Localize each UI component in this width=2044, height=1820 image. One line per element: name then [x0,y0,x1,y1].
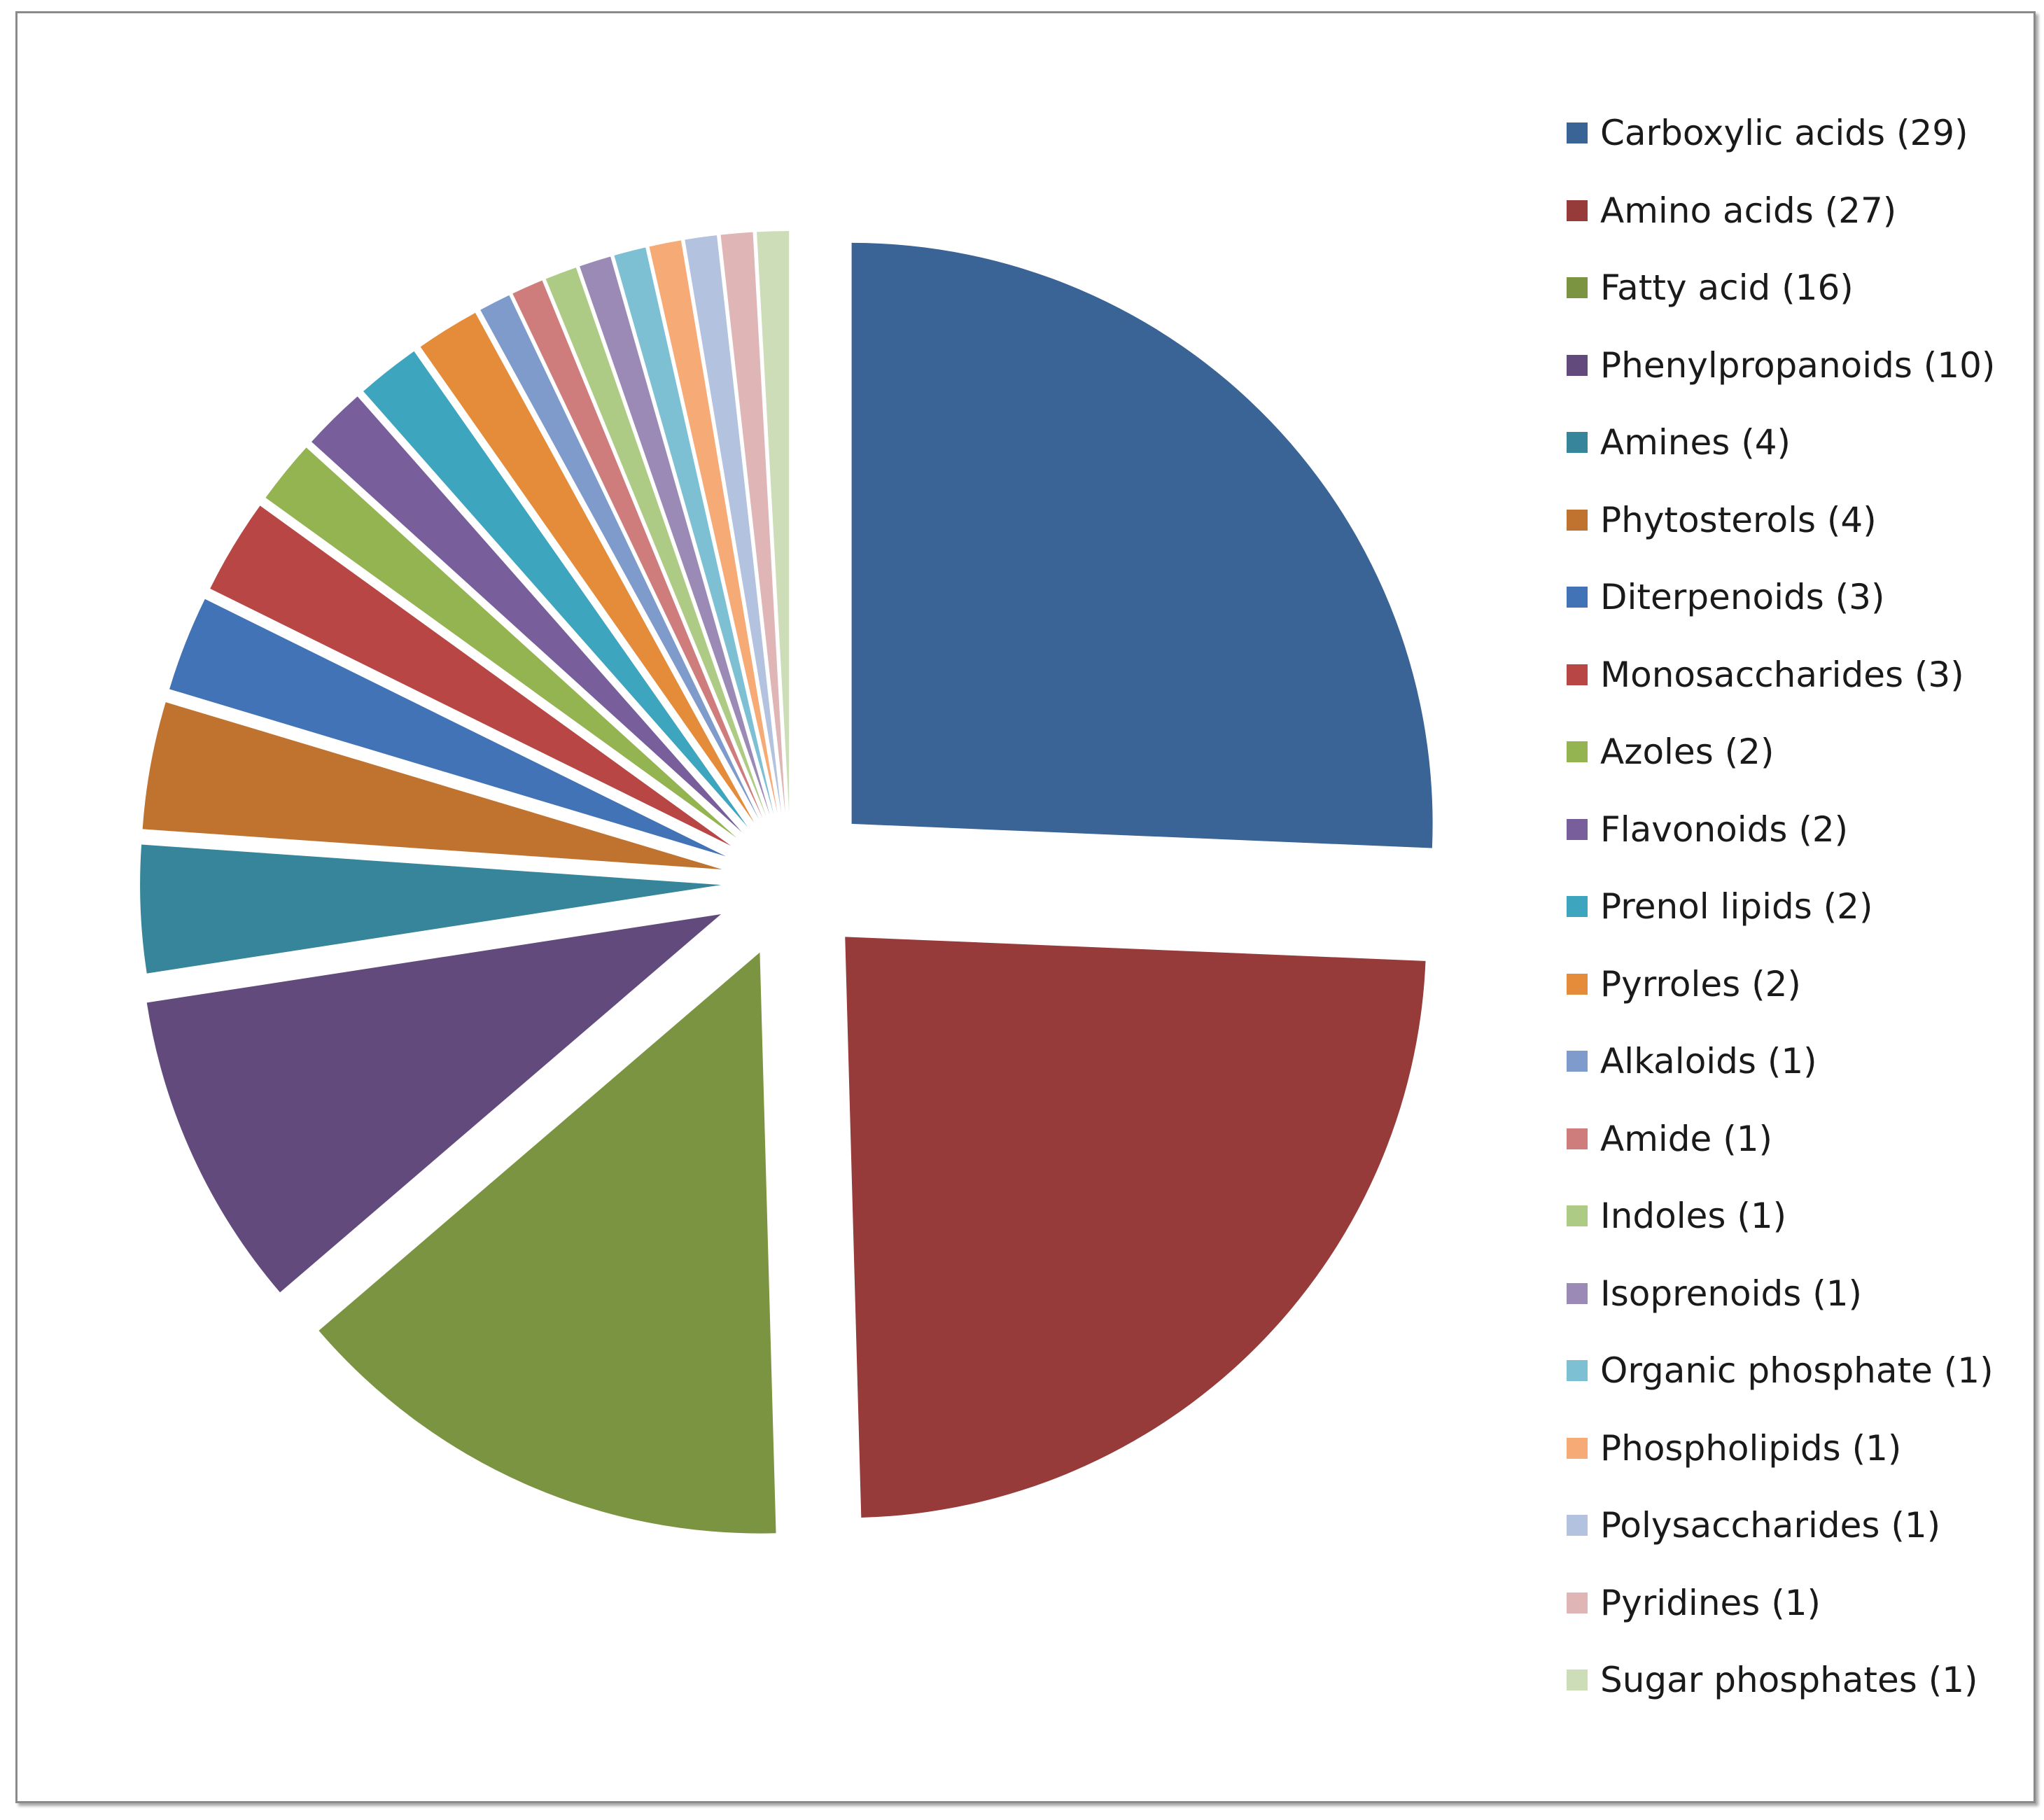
legend-label: Amide (1) [1600,1118,1773,1159]
legend-label: Indoles (1) [1600,1196,1787,1236]
legend-swatch [1567,432,1588,453]
pie-slice-alkaloids [480,295,760,820]
legend-label: Prenol lipids (2) [1600,886,1873,927]
legend-swatch [1567,1592,1588,1614]
legend-swatch [1567,1282,1588,1304]
legend-label: Phospholipids (1) [1600,1427,1902,1469]
legend-swatch [1567,200,1588,221]
pie-slice-polysaccharides [685,235,782,813]
legend-item-prenol-lipids: Prenol lipids (2) [1567,886,1872,927]
legend-label: Carboxylic acids (29) [1600,113,1968,153]
legend-label: Phenylpropanoids (10) [1600,344,1996,386]
legend-label: Sugar phosphates (1) [1600,1660,1978,1700]
pie-slice-pyridines [720,232,785,813]
legend-swatch [1567,587,1588,608]
pie-slice-pyrroles [420,312,755,823]
legend-item-organic-phosphate: Organic phosphate (1) [1567,1350,1994,1392]
legend-label: Alkaloids (1) [1600,1041,1817,1082]
legend-label: Organic phosphate (1) [1600,1350,1994,1391]
legend-swatch [1567,664,1588,685]
pie-slice-phytosterols [142,702,722,870]
legend-swatch [1567,741,1588,762]
legend-label: Amines (4) [1600,422,1791,463]
legend-label: Polysaccharides (1) [1600,1505,1941,1546]
legend-label: Amino acids (27) [1600,190,1897,231]
legend-swatch [1567,122,1588,144]
pie-slice-carboxylic-acids [851,242,1433,848]
pie-slice-phospholipids [649,240,778,813]
legend-item-amino-acids: Amino acids (27) [1567,190,1896,232]
pie-slice-fatty-acid [318,952,776,1534]
pie-slice-flavonoids [312,396,742,832]
legend-item-pyrroles: Pyrroles (2) [1567,963,1801,1005]
legend-item-alkaloids: Alkaloids (1) [1567,1040,1817,1082]
legend-swatch [1567,354,1588,376]
legend-label: Flavonoids (2) [1600,808,1849,850]
legend-label: Monosaccharides (3) [1600,654,1964,695]
pie-slice-isoprenoids [580,256,770,816]
legend-item-fatty-acid: Fatty acid (16) [1567,267,1854,309]
legend-swatch [1567,1515,1588,1536]
legend-swatch [1567,509,1588,531]
pie-slice-monosaccharides [210,505,732,846]
legend-item-indoles: Indoles (1) [1567,1195,1786,1237]
legend-swatch [1567,818,1588,840]
pie-slice-azoles [265,447,737,839]
pie-slice-amino-acids [845,937,1426,1518]
pie-slice-sugar-phosphates [757,231,790,813]
legend-label: Pyrroles (2) [1600,963,1801,1004]
legend-item-phenylpropanoids: Phenylpropanoids (10) [1567,344,1995,386]
legend-item-isoprenoids: Isoprenoids (1) [1567,1273,1862,1315]
pie-slice-indoles [545,267,766,817]
legend-item-flavonoids: Flavonoids (2) [1567,808,1848,850]
legend-swatch [1567,896,1588,917]
legend-swatch [1567,1360,1588,1381]
legend-item-phospholipids: Phospholipids (1) [1567,1427,1901,1469]
legend-item-polysaccharides: Polysaccharides (1) [1567,1504,1940,1546]
legend-swatch [1567,1128,1588,1149]
pie-slice-organic-phosphate [614,247,774,815]
legend-item-phytosterols: Phytosterols (4) [1567,499,1877,541]
legend-item-pyridines: Pyridines (1) [1567,1582,1821,1624]
legend-label: Isoprenoids (1) [1600,1273,1863,1314]
legend-item-amide: Amide (1) [1567,1118,1772,1160]
legend-label: Azoles (2) [1600,732,1774,772]
legend-item-sugar-phosphates: Sugar phosphates (1) [1567,1659,1978,1701]
legend-item-amines: Amines (4) [1567,421,1791,463]
pie-slice-phenylpropanoids [146,913,722,1293]
legend-swatch [1567,1051,1588,1072]
legend-label: Diterpenoids (3) [1600,577,1885,617]
pie-slice-prenol-lipids [363,351,748,827]
legend-swatch [1567,277,1588,298]
legend-label: Fatty acid (16) [1600,267,1854,308]
legend-item-carboxylic-acids: Carboxylic acids (29) [1567,112,1968,154]
pie-slice-amide [512,280,763,818]
legend-swatch [1567,1670,1588,1690]
legend-label: Pyridines (1) [1600,1582,1821,1623]
legend-label: Phytosterols (4) [1600,499,1877,540]
legend-item-diterpenoids: Diterpenoids (3) [1567,576,1885,618]
legend-item-monosaccharides: Monosaccharides (3) [1567,654,1964,696]
legend-swatch [1567,1205,1588,1226]
legend-swatch [1567,1437,1588,1459]
pie-slice-amines [140,844,722,974]
legend-item-azoles: Azoles (2) [1567,731,1774,773]
pie-slice-diterpenoids [169,598,726,857]
legend-swatch [1567,973,1588,995]
